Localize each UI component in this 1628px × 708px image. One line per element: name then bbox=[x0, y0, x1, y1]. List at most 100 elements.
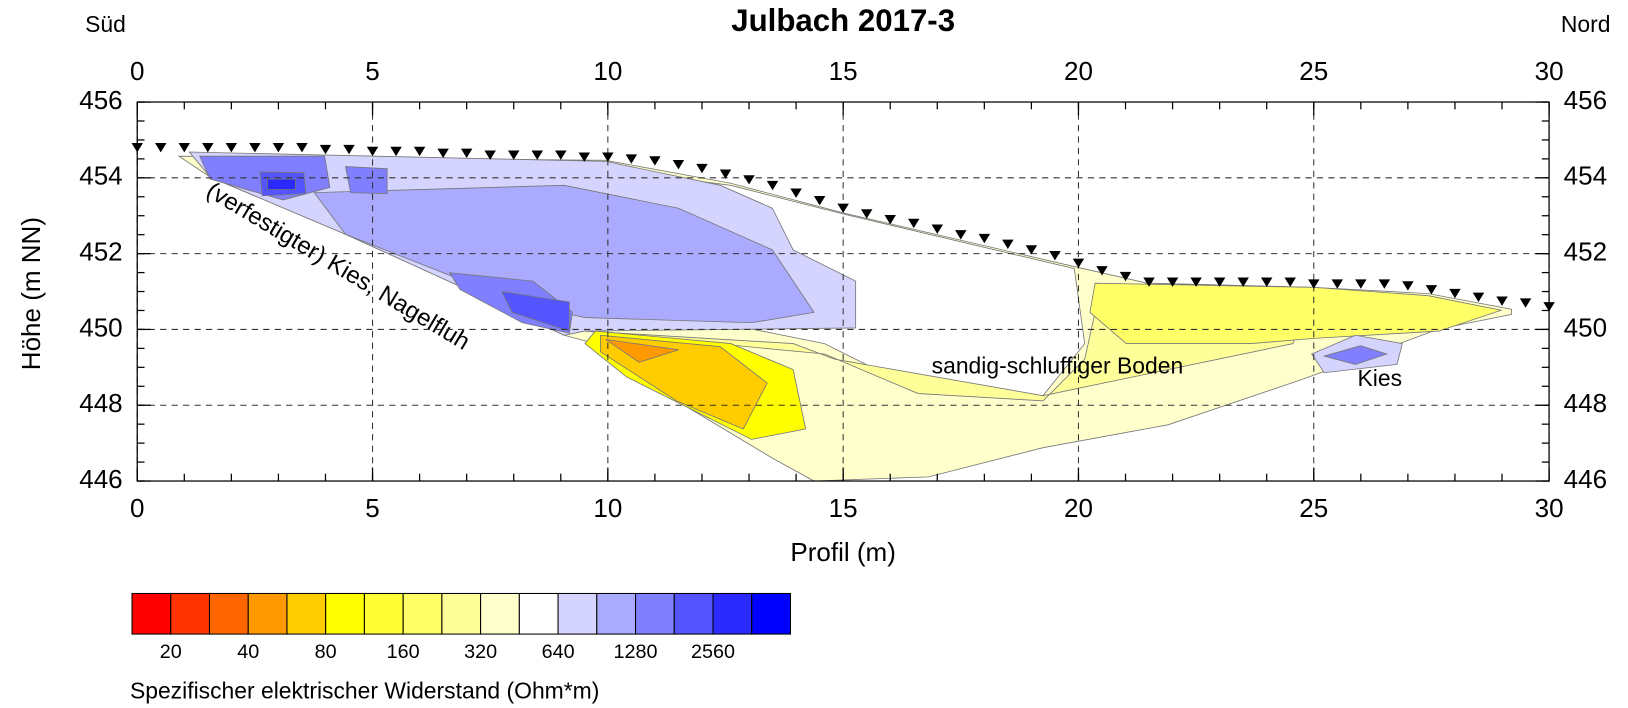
electrode bbox=[1096, 266, 1108, 276]
electrode bbox=[1425, 285, 1438, 295]
electrode bbox=[602, 152, 614, 162]
y-tick-label: 446 bbox=[79, 464, 122, 494]
electrode bbox=[437, 148, 449, 159]
colorbar-swatch bbox=[363, 592, 404, 635]
colorbar-swatch bbox=[596, 592, 637, 635]
electrode bbox=[1166, 277, 1179, 287]
colorbar-label: Spezifischer elektrischer Widerstand (Oh… bbox=[130, 677, 599, 703]
electrode bbox=[1260, 277, 1273, 287]
colorbar-swatch bbox=[557, 592, 598, 635]
electrode bbox=[1237, 277, 1249, 287]
contour-field bbox=[177, 151, 1513, 482]
x-tick-label: 30 bbox=[1535, 493, 1564, 523]
electrode bbox=[1049, 250, 1061, 261]
electrode bbox=[1072, 258, 1085, 268]
colorbar-swatch bbox=[208, 592, 249, 635]
colorbar-tick-label: 2560 bbox=[691, 641, 735, 663]
colorbar-swatch bbox=[480, 592, 520, 635]
electrode bbox=[790, 188, 802, 198]
electrode bbox=[1213, 277, 1226, 287]
colorbar-tick-label: 20 bbox=[160, 641, 182, 663]
left-label: Süd bbox=[85, 11, 126, 37]
x-tick-label: 15 bbox=[829, 56, 858, 86]
chart-title: Julbach 2017-3 bbox=[731, 3, 955, 38]
electrode bbox=[249, 142, 261, 153]
contour-region bbox=[500, 290, 570, 332]
electrode bbox=[296, 142, 308, 153]
colorbar-tick-label: 160 bbox=[387, 641, 420, 663]
y-tick-label: 454 bbox=[79, 161, 122, 191]
colorbar-swatch bbox=[441, 592, 482, 635]
electrode bbox=[131, 142, 143, 153]
electrode bbox=[931, 224, 944, 234]
electrode bbox=[1543, 302, 1555, 312]
y-tick-label: 456 bbox=[79, 85, 122, 115]
electrode bbox=[555, 150, 567, 160]
electrode bbox=[978, 233, 991, 244]
x-tick-label: 25 bbox=[1299, 493, 1328, 523]
x-tick-label: 30 bbox=[1535, 56, 1564, 86]
electrode bbox=[884, 214, 896, 225]
x-tick-label: 5 bbox=[365, 56, 379, 86]
colorbar-swatch bbox=[286, 592, 327, 635]
electrode bbox=[1402, 281, 1414, 291]
electrode bbox=[696, 163, 708, 174]
x-tick-label: 5 bbox=[365, 493, 379, 523]
electrode bbox=[1496, 296, 1508, 306]
y-tick-label: 452 bbox=[1564, 237, 1607, 267]
electrode bbox=[155, 142, 167, 153]
electrode bbox=[837, 203, 849, 213]
electrode bbox=[319, 144, 332, 155]
contour-region bbox=[1089, 282, 1503, 345]
colorbar-swatch bbox=[673, 592, 714, 635]
electrode bbox=[743, 175, 755, 185]
y-tick-label: 446 bbox=[1564, 464, 1607, 494]
electrode bbox=[766, 180, 779, 191]
electrode bbox=[813, 196, 826, 206]
electrode bbox=[343, 144, 355, 155]
contour-region bbox=[344, 166, 388, 195]
annotation: sandig-schluffiger Boden bbox=[932, 353, 1184, 379]
colorbar-swatch bbox=[751, 592, 791, 635]
x-tick-label: 10 bbox=[593, 56, 622, 86]
x-tick-label: 20 bbox=[1064, 56, 1093, 86]
colorbar-swatch bbox=[635, 592, 675, 635]
contour-region bbox=[266, 178, 296, 190]
electrode bbox=[225, 142, 238, 153]
electrode bbox=[272, 142, 285, 153]
electrode bbox=[1355, 279, 1367, 289]
colorbar-tick-label: 640 bbox=[542, 641, 575, 663]
x-tick-label: 15 bbox=[829, 493, 858, 523]
colorbar-swatch bbox=[247, 592, 288, 635]
electrode bbox=[484, 150, 496, 160]
colorbar-swatch bbox=[131, 592, 172, 635]
electrode bbox=[507, 150, 520, 160]
electrode bbox=[1119, 271, 1132, 282]
electrode bbox=[649, 156, 661, 166]
y-tick-label: 450 bbox=[1564, 312, 1607, 342]
contour-region bbox=[605, 339, 679, 363]
electrode bbox=[460, 148, 473, 159]
y-tick-label: 454 bbox=[1564, 161, 1607, 191]
electrode bbox=[1449, 288, 1461, 299]
y-tick-label: 450 bbox=[79, 312, 122, 342]
colorbar-swatch bbox=[518, 592, 559, 635]
y-tick-label: 448 bbox=[1564, 388, 1607, 418]
electrode bbox=[413, 146, 426, 157]
electrode bbox=[1378, 279, 1391, 289]
colorbar-tick-label: 1280 bbox=[614, 641, 658, 663]
electrode bbox=[1472, 292, 1485, 303]
electrode bbox=[531, 150, 543, 160]
x-tick-label: 0 bbox=[130, 493, 144, 523]
colorbar-swatch bbox=[712, 592, 753, 635]
electrode bbox=[1143, 277, 1155, 287]
colorbar-swatch bbox=[402, 592, 443, 635]
electrode bbox=[366, 146, 379, 157]
electrode bbox=[178, 142, 191, 153]
electrode bbox=[625, 154, 638, 164]
x-tick-label: 0 bbox=[130, 56, 144, 86]
electrode bbox=[1284, 277, 1296, 287]
annotation: Kies bbox=[1357, 365, 1402, 391]
y-tick-label: 456 bbox=[1564, 85, 1607, 115]
